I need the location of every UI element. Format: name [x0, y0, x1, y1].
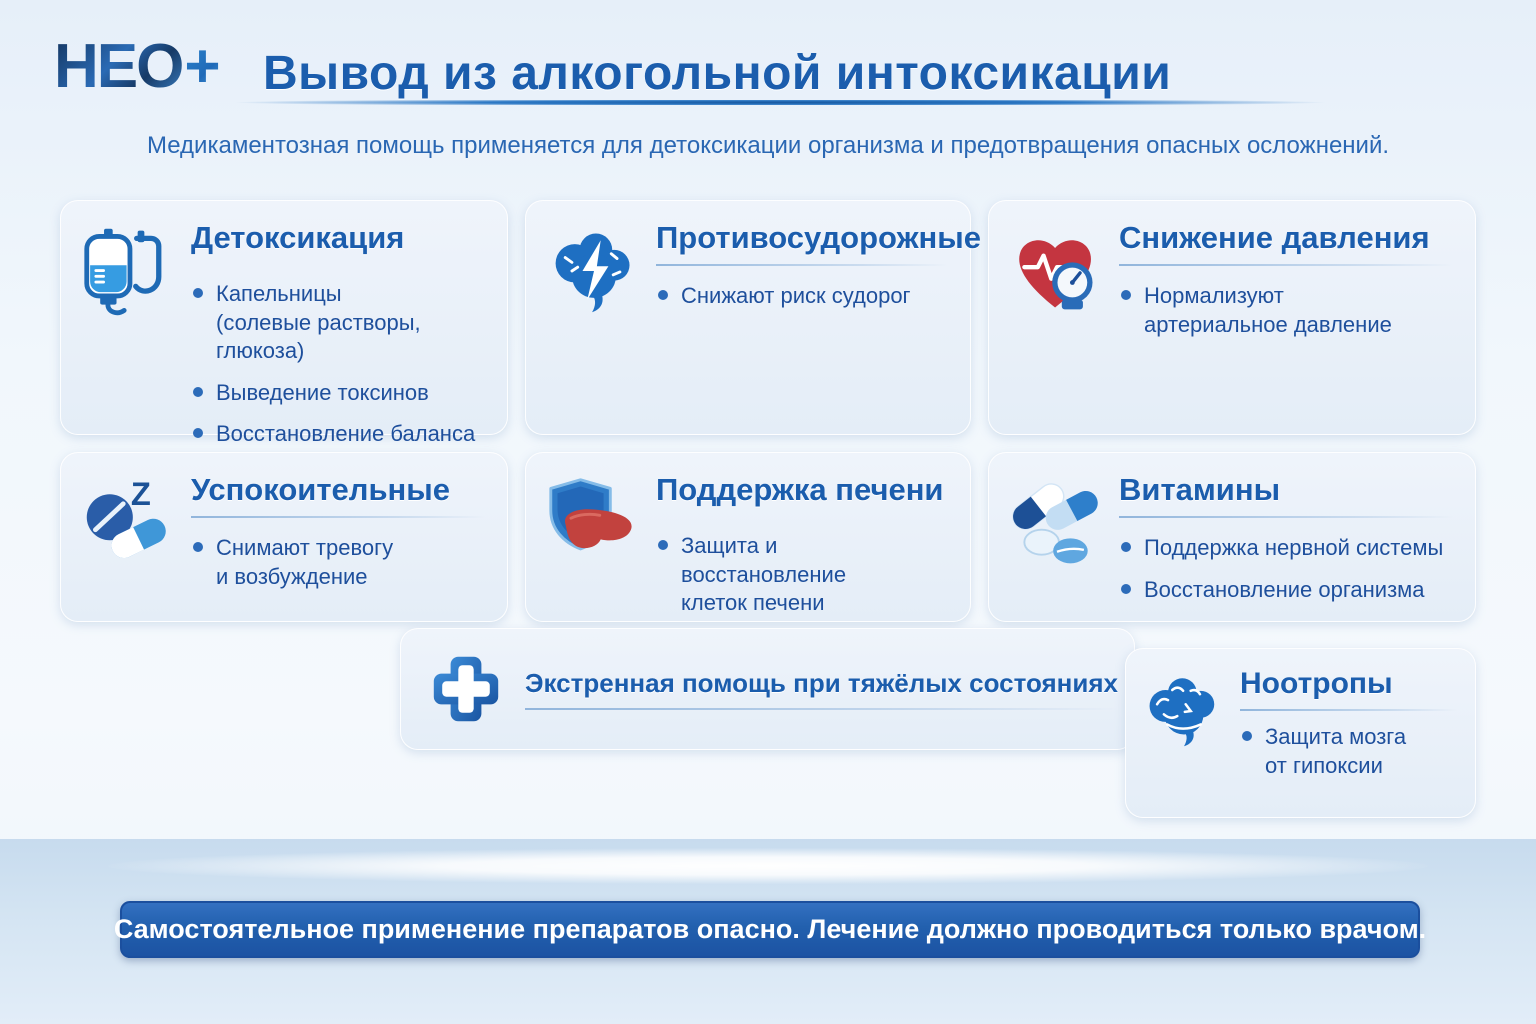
bullet-dot	[193, 288, 203, 299]
bullet-dot	[1121, 542, 1131, 553]
card-bullet: Выведение токсинов	[191, 379, 485, 408]
card-bullet: Поддержка нервной системы	[1119, 534, 1453, 563]
card-bullet: Капельницы (солевые растворы, глюкоза)	[191, 280, 485, 366]
iv-drip-icon	[84, 228, 162, 316]
cards-row-1: Детоксикация Капельницы (солевые раствор…	[60, 200, 1476, 475]
bullet-text: Снимают тревогу и возбуждение	[216, 535, 394, 589]
bullet-dot	[1121, 290, 1131, 301]
card-title: Противосудорожные	[656, 220, 982, 255]
card-title-underline	[1119, 264, 1453, 267]
bullet-text: Капельницы (солевые растворы, глюкоза)	[216, 281, 421, 364]
bullet-text: Поддержка нервной системы	[1144, 535, 1444, 561]
bullet-text: Выведение токсинов	[216, 379, 429, 405]
logo-plus-icon: +	[184, 32, 220, 101]
bullet-text: Снижают риск судорог	[681, 283, 911, 309]
warning-text: Самостоятельное применение препаратов оп…	[113, 914, 1427, 944]
bullet-dot	[193, 428, 203, 439]
card-title: Поддержка печени	[656, 472, 944, 507]
card-bullet: Снижают риск судорог	[656, 282, 948, 311]
vitamin-pills-icon	[1012, 483, 1098, 564]
bullet-dot	[658, 540, 668, 551]
card-bullet-list: Капельницы (солевые растворы, глюкоза) Вы…	[191, 280, 485, 478]
bullet-text: Защита и восстановление клеток печени	[681, 533, 847, 616]
card-liver-support: Поддержка печени Защита и восстановление…	[525, 452, 971, 622]
bullet-dot	[658, 290, 668, 301]
band-highlight-swoosh	[107, 848, 1429, 884]
header-divider	[70, 100, 1490, 105]
page-title: Вывод из алкогольной интоксикации	[263, 47, 1172, 100]
card-bullet: Защита и восстановление клеток печени	[656, 532, 948, 618]
card-title-underline	[1119, 516, 1453, 519]
card-title-underline	[1240, 709, 1457, 711]
card-title: Витамины	[1119, 472, 1281, 507]
liver-shield-icon	[549, 478, 632, 551]
card-bullet-list: Снимают тревогу и возбуждение	[191, 534, 485, 591]
card-title: Успокоительные	[191, 472, 450, 507]
card-nootropics: Ноотропы Защита мозга от гипоксии	[1125, 648, 1476, 818]
card-detox: Детоксикация Капельницы (солевые раствор…	[60, 200, 508, 475]
card-bullet-list: Нормализуют артериальное давление	[1119, 282, 1453, 339]
brain-lightning-icon	[555, 233, 630, 313]
card-anticonvulsants: Противосудорожные Снижают риск судорог	[525, 200, 982, 435]
medical-cross-icon	[433, 656, 499, 722]
bullet-dot	[193, 542, 203, 553]
sedative-pills-icon: Z	[86, 475, 166, 558]
bullet-dot	[193, 386, 203, 397]
card-vitamins: Витамины Поддержка нервной системы Восста…	[988, 452, 1476, 622]
card-title-underline	[191, 516, 485, 519]
brain-icon	[1149, 678, 1215, 747]
bullet-text: Защита мозга от гипоксии	[1265, 724, 1407, 778]
card-title-underline	[656, 264, 948, 267]
logo-text: НЕО	[54, 32, 184, 101]
card-bullet-list: Снижают риск судорог	[656, 282, 948, 311]
bullet-text: Восстановление организма	[1144, 576, 1425, 602]
card-bullet: Снимают тревогу и возбуждение	[191, 534, 485, 591]
cards-row-2: Z Успокоительные Снимают тревогу и возбу…	[60, 452, 1476, 622]
card-bullet: Защита мозга от гипоксии	[1240, 723, 1457, 780]
svg-text:Z: Z	[131, 475, 151, 512]
card-bullet-list: Поддержка нервной системы Восстановление …	[1119, 534, 1453, 604]
card-title: Ноотропы	[1240, 667, 1393, 700]
bullet-text: Нормализуют артериальное давление	[1144, 283, 1392, 337]
bullet-dot	[1121, 583, 1131, 594]
page-subtitle: Медикаментозная помощь применяется для д…	[146, 132, 1390, 159]
heart-gauge-icon	[1019, 240, 1093, 310]
card-sedatives: Z Успокоительные Снимают тревогу и возбу…	[60, 452, 508, 622]
emergency-title: Экстренная помощь при тяжёлых состояниях	[525, 668, 1118, 698]
card-bullet: Восстановление организма	[1119, 576, 1453, 605]
emergency-title-underline	[525, 708, 1118, 710]
bullet-dot	[1242, 731, 1252, 741]
card-bullet: Нормализуют артериальное давление	[1119, 282, 1453, 339]
warning-banner: Самостоятельное применение препаратов оп…	[114, 901, 1426, 958]
card-pressure-reduction: Снижение давления Нормализуют артериальн…	[988, 200, 1476, 435]
card-bullet-list: Защита и восстановление клеток печени	[656, 532, 948, 618]
neo-plus-logo: НЕО +	[54, 32, 221, 101]
nootropics-card-slot: Ноотропы Защита мозга от гипоксии	[1125, 648, 1476, 818]
card-bullet-list: Защита мозга от гипоксии	[1240, 723, 1457, 780]
card-title: Детоксикация	[191, 220, 405, 255]
card-emergency: Экстренная помощь при тяжёлых состояниях	[400, 628, 1135, 750]
card-title: Снижение давления	[1119, 220, 1430, 255]
